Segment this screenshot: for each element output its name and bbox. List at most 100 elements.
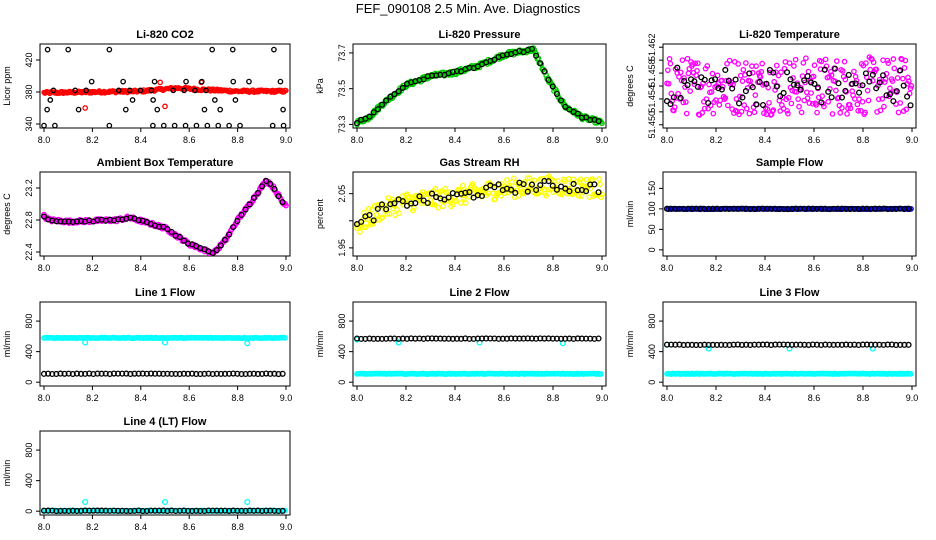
y-tick-label: 51.462 (647, 33, 657, 61)
data-point (701, 76, 708, 83)
data-point (854, 101, 861, 108)
data-point (879, 95, 886, 102)
data-point (751, 109, 758, 116)
data-point (230, 370, 237, 377)
y-tick-label: 51.454 (647, 85, 657, 113)
data-point (718, 86, 725, 93)
x-tick-label: 8.6 (183, 393, 196, 403)
data-point (890, 56, 897, 62)
data-point (555, 178, 561, 184)
data-point (424, 199, 431, 207)
data-point (541, 68, 548, 75)
x-tick-label: 8.2 (86, 263, 99, 273)
data-point (201, 370, 208, 377)
y-axis-label: ml/min (2, 331, 12, 358)
data-point (794, 82, 801, 89)
data-point (491, 184, 498, 191)
y-axis-label: ml/min (625, 201, 635, 228)
data-point (226, 507, 233, 514)
data-point (72, 87, 79, 94)
data-point (695, 60, 701, 67)
data-point (370, 217, 377, 224)
x-tick-label: 8.2 (86, 522, 99, 532)
data-point (391, 200, 398, 207)
data-point (246, 370, 253, 377)
data-point (901, 65, 908, 71)
data-point (905, 205, 912, 212)
data-point (180, 237, 187, 244)
data-point (86, 507, 93, 514)
data-point (806, 100, 813, 106)
data-point (115, 507, 122, 514)
data-point (217, 242, 224, 249)
plot-points (353, 45, 605, 128)
data-point (209, 46, 216, 53)
data-point (242, 507, 249, 514)
data-point (583, 188, 590, 195)
data-point (764, 106, 771, 112)
data-point (152, 507, 159, 514)
data-point (821, 103, 827, 110)
data-point (692, 60, 699, 67)
data-point (106, 122, 113, 128)
data-point (835, 94, 842, 101)
data-point (189, 370, 196, 377)
plot-frame (39, 430, 291, 516)
data-point (161, 498, 169, 506)
data-point (710, 110, 717, 117)
data-point (583, 114, 590, 121)
data-point (154, 106, 161, 113)
data-point (792, 56, 799, 63)
data-point (53, 370, 60, 378)
data-point (40, 213, 48, 220)
data-point (263, 507, 270, 514)
panel-7: Line 1 Flow 8.0 8.2 8.4 8.6 8.8 9.0 0 400 800 ml/m… (2, 287, 292, 403)
data-point (543, 192, 549, 199)
data-point (842, 87, 849, 94)
data-point (102, 507, 109, 514)
data-point (671, 107, 677, 114)
x-tick-label: 8.0 (351, 393, 364, 403)
y-axis-label: degrees C (625, 65, 635, 107)
x-tick-label: 9.0 (280, 263, 293, 273)
data-point (770, 69, 777, 76)
y-tick-label: 1.95 (337, 239, 347, 257)
data-point (180, 370, 187, 377)
data-point (440, 203, 447, 209)
data-point (168, 370, 175, 377)
y-tick-label: 0 (24, 380, 34, 385)
data-point (383, 97, 390, 104)
data-point (242, 206, 249, 213)
panel-1: Li-820 CO2 8.0 8.2 8.4 8.6 8.8 9.0 340 380 420 Lic… (2, 29, 292, 145)
data-point (164, 507, 171, 515)
data-point (666, 56, 673, 62)
data-point (226, 231, 233, 238)
data-point (420, 76, 427, 83)
data-point (250, 370, 257, 377)
data-point (238, 370, 245, 378)
data-point (65, 218, 72, 225)
panel-title: Line 2 Flow (450, 287, 510, 299)
x-tick-label: 9.0 (280, 135, 293, 145)
data-point (69, 507, 76, 514)
data-point (226, 370, 233, 377)
data-point (784, 107, 790, 114)
y-axis-label: ml/min (625, 331, 635, 358)
data-point (537, 182, 544, 189)
data-point (796, 103, 802, 110)
data-point (234, 370, 241, 377)
data-point (250, 507, 257, 514)
data-point (897, 67, 904, 74)
data-point (566, 188, 573, 195)
data-point (883, 92, 890, 99)
data-point (805, 68, 812, 75)
x-tick-label: 9.0 (280, 522, 293, 532)
data-point (399, 84, 406, 91)
data-point (808, 90, 814, 96)
data-point (753, 101, 760, 108)
data-point (726, 57, 733, 64)
data-point (800, 59, 807, 66)
data-point (432, 186, 439, 192)
data-point (865, 97, 872, 104)
data-point (495, 181, 502, 188)
